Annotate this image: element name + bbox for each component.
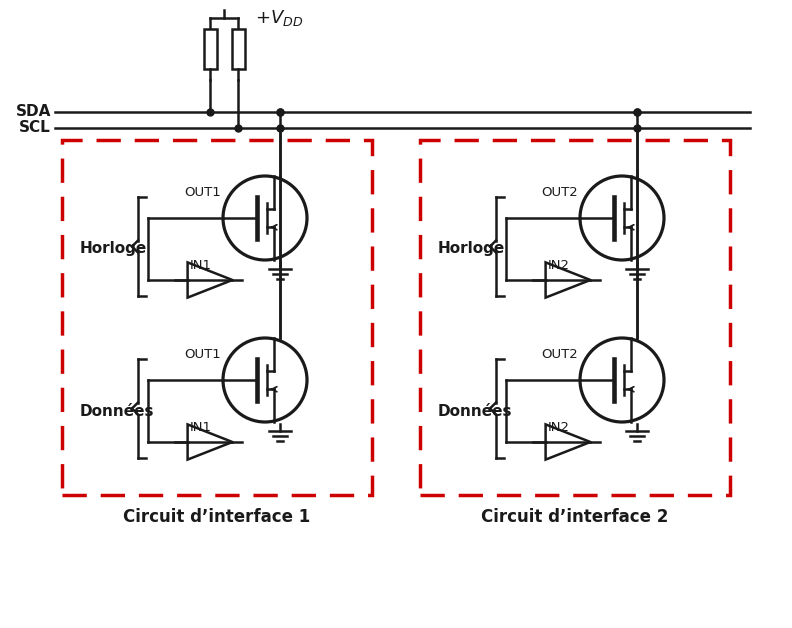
Text: $+V_{DD}$: $+V_{DD}$: [255, 8, 303, 28]
Text: IN1: IN1: [189, 259, 211, 272]
Text: IN2: IN2: [547, 421, 569, 434]
Text: SDA: SDA: [16, 104, 51, 119]
Text: SCL: SCL: [19, 121, 51, 136]
Bar: [231, 29, 245, 69]
Bar: [204, 29, 216, 69]
Text: Circuit d’interface 2: Circuit d’interface 2: [482, 508, 668, 526]
Text: Horloge: Horloge: [80, 242, 147, 256]
Text: OUT2: OUT2: [541, 187, 578, 199]
Text: OUT2: OUT2: [541, 349, 578, 361]
Bar: [62, 140, 372, 495]
Text: Données: Données: [80, 404, 154, 418]
Bar: [420, 140, 730, 495]
Text: OUT1: OUT1: [185, 349, 221, 361]
Text: OUT1: OUT1: [185, 187, 221, 199]
Text: Horloge: Horloge: [438, 242, 505, 256]
Text: Circuit d’interface 1: Circuit d’interface 1: [124, 508, 310, 526]
Text: IN2: IN2: [547, 259, 569, 272]
Text: IN1: IN1: [189, 421, 211, 434]
Text: Données: Données: [438, 404, 512, 418]
